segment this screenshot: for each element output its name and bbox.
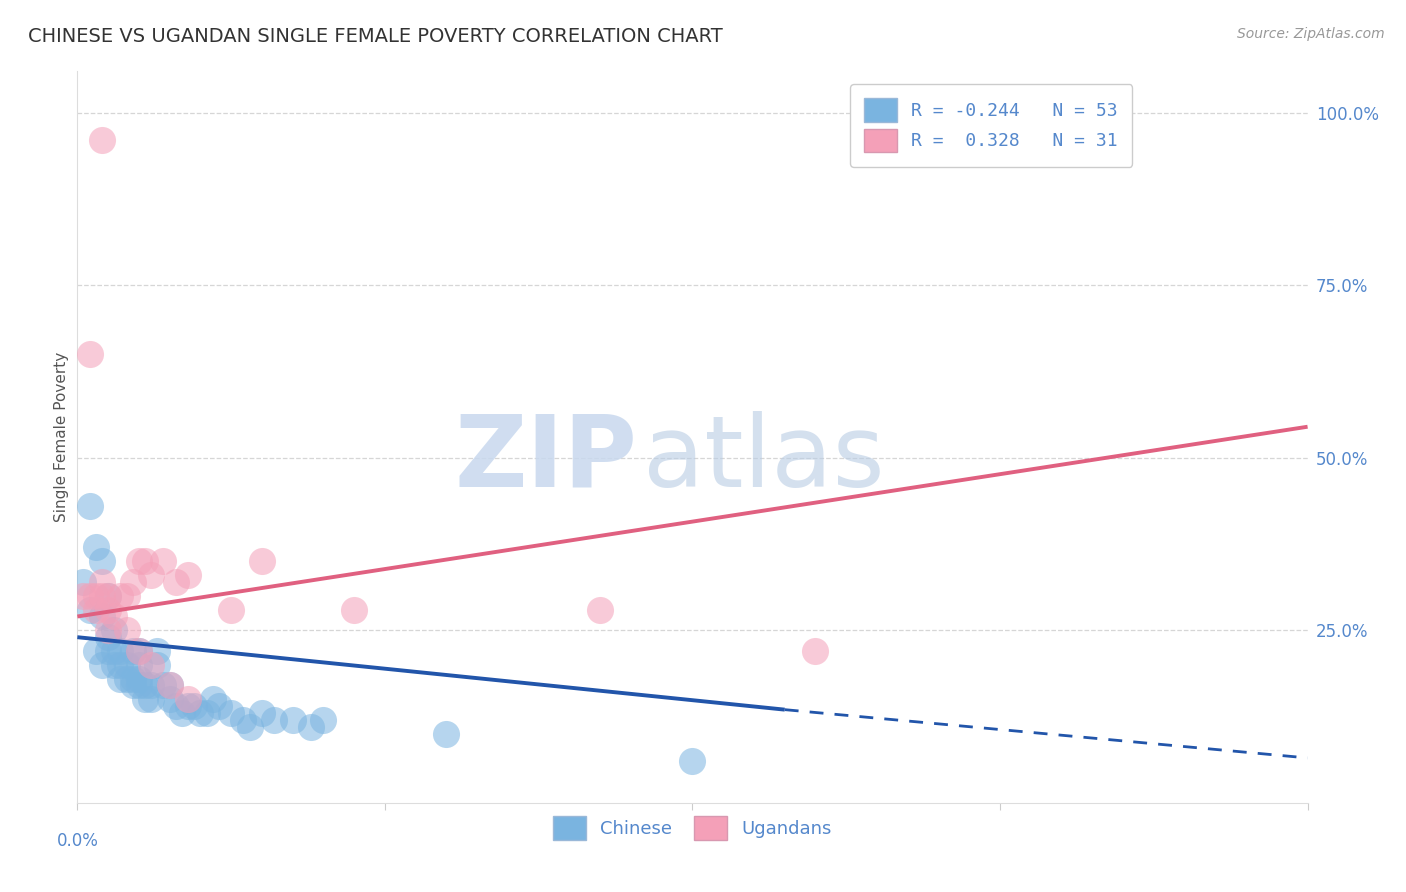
Point: [97, 630, 120, 644]
Point: [343, 602, 366, 616]
Point: [79, 499, 101, 513]
Point: [121, 672, 143, 686]
Point: [110, 644, 132, 658]
Point: [90, 133, 114, 147]
Point: [804, 644, 827, 658]
Point: [177, 568, 200, 582]
Point: [97, 624, 120, 638]
Text: atlas: atlas: [644, 410, 884, 508]
Point: [134, 678, 156, 692]
Point: [115, 672, 138, 686]
Point: [79, 589, 101, 603]
Text: 0.0%: 0.0%: [56, 832, 98, 850]
Point: [121, 574, 143, 589]
Point: [97, 589, 120, 603]
Point: [90, 554, 114, 568]
Point: [97, 644, 120, 658]
Point: [128, 672, 150, 686]
Point: [84, 541, 107, 555]
Point: [84, 589, 107, 603]
Point: [682, 755, 704, 769]
Point: [115, 624, 138, 638]
Point: [134, 554, 156, 568]
Point: [195, 706, 218, 720]
Point: [436, 727, 458, 741]
Legend: Chinese, Ugandans: Chinese, Ugandans: [544, 807, 841, 848]
Point: [250, 554, 273, 568]
Point: [72, 574, 94, 589]
Point: [103, 657, 125, 672]
Point: [183, 699, 205, 714]
Point: [72, 589, 94, 603]
Point: [115, 589, 138, 603]
Point: [170, 706, 193, 720]
Point: [128, 554, 150, 568]
Point: [128, 678, 150, 692]
Point: [177, 699, 200, 714]
Point: [134, 692, 156, 706]
Point: [84, 602, 107, 616]
Point: [110, 672, 132, 686]
Point: [146, 657, 169, 672]
Point: [141, 678, 163, 692]
Point: [159, 678, 181, 692]
Point: [239, 720, 262, 734]
Point: [208, 699, 231, 714]
Point: [312, 713, 335, 727]
Point: [146, 644, 169, 658]
Point: [128, 644, 150, 658]
Point: [90, 589, 114, 603]
Point: [159, 678, 181, 692]
Point: [281, 713, 304, 727]
Point: [141, 692, 163, 706]
Point: [141, 657, 163, 672]
Point: [79, 602, 101, 616]
Point: [219, 602, 242, 616]
Text: CHINESE VS UGANDAN SINGLE FEMALE POVERTY CORRELATION CHART: CHINESE VS UGANDAN SINGLE FEMALE POVERTY…: [28, 27, 723, 45]
Point: [90, 574, 114, 589]
Point: [232, 713, 254, 727]
Point: [152, 554, 174, 568]
Point: [128, 644, 150, 658]
Point: [97, 602, 120, 616]
Point: [219, 706, 242, 720]
Y-axis label: Single Female Poverty: Single Female Poverty: [53, 352, 69, 522]
Point: [79, 347, 101, 361]
Point: [188, 706, 212, 720]
Point: [103, 609, 125, 624]
Point: [589, 602, 612, 616]
Point: [110, 589, 132, 603]
Point: [159, 692, 181, 706]
Point: [115, 657, 138, 672]
Text: Source: ZipAtlas.com: Source: ZipAtlas.com: [1237, 27, 1385, 41]
Point: [177, 692, 200, 706]
Text: ZIP: ZIP: [454, 410, 637, 508]
Point: [103, 644, 125, 658]
Point: [110, 657, 132, 672]
Point: [121, 678, 143, 692]
Point: [201, 692, 224, 706]
Point: [90, 657, 114, 672]
Point: [84, 644, 107, 658]
Point: [141, 568, 163, 582]
Point: [165, 699, 187, 714]
Point: [152, 678, 174, 692]
Point: [165, 574, 187, 589]
Point: [103, 624, 125, 638]
Point: [90, 609, 114, 624]
Point: [263, 713, 285, 727]
Point: [97, 589, 120, 603]
Point: [121, 644, 143, 658]
Point: [128, 657, 150, 672]
Point: [299, 720, 322, 734]
Point: [250, 706, 273, 720]
